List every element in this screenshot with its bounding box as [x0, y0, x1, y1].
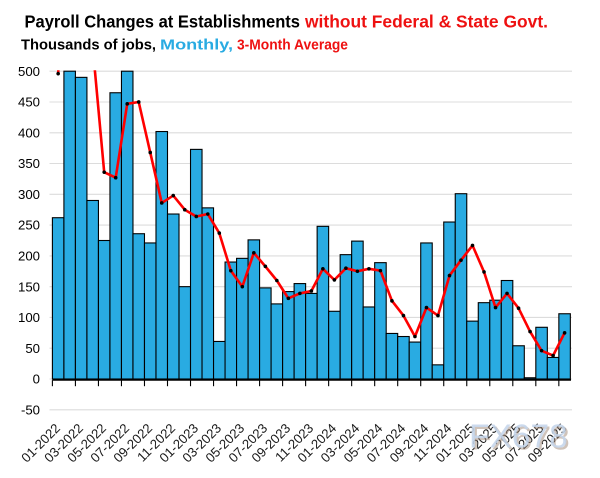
svg-text:without Federal & State Govt.: without Federal & State Govt. [304, 12, 548, 32]
svg-text:Payroll Changes at Establishme: Payroll Changes at Establishments [25, 12, 301, 32]
svg-text:500: 500 [18, 64, 40, 79]
svg-text:450: 450 [18, 95, 40, 110]
svg-text:200: 200 [18, 249, 40, 264]
svg-text:150: 150 [18, 279, 40, 294]
svg-text:FX678: FX678 [471, 421, 570, 458]
svg-text:250: 250 [18, 218, 40, 233]
svg-text:400: 400 [18, 125, 40, 140]
svg-text:300: 300 [18, 187, 40, 202]
svg-text:-50: -50 [21, 402, 40, 417]
svg-text:100: 100 [18, 310, 40, 325]
svg-text:Monthly,: Monthly, [160, 38, 233, 54]
svg-text:350: 350 [18, 156, 40, 171]
svg-text:0: 0 [33, 372, 40, 387]
svg-text:3-Month Average: 3-Month Average [237, 38, 348, 54]
svg-text:Thousands of jobs,: Thousands of jobs, [21, 38, 156, 54]
svg-text:50: 50 [25, 341, 40, 356]
svg-text:FX678: FX678 [469, 419, 568, 456]
